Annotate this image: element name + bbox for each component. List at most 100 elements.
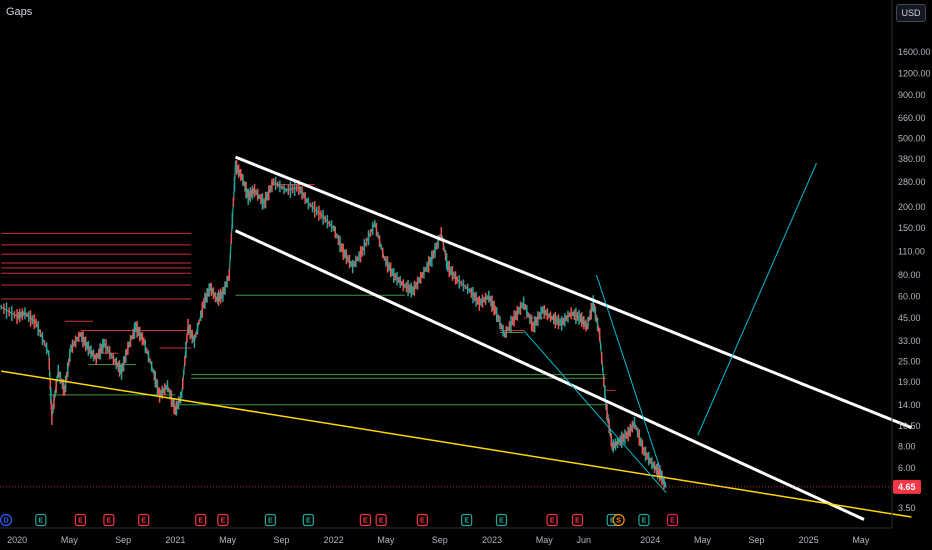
event-shape (375, 513, 387, 527)
event-shape (546, 513, 558, 527)
time-axis[interactable]: 2020 May Sep 2021 May Sep 2022 May Sep 2023 May Jun… (0, 527, 892, 545)
event-marker[interactable]: E (302, 513, 314, 527)
event-label: E (420, 518, 425, 525)
price-tick-label: 150.00 (898, 223, 926, 233)
time-tick-label: May (61, 535, 79, 545)
event-label: E (670, 518, 675, 525)
price-tick-label: 1200.00 (898, 68, 931, 78)
event-label: E (38, 518, 43, 525)
trendline (234, 229, 865, 521)
event-label: E (499, 518, 504, 525)
price-series-layer (0, 159, 667, 490)
event-marker[interactable]: S (612, 513, 625, 527)
event-label: E (268, 518, 273, 525)
price-tick-label: 45.00 (898, 313, 921, 323)
event-marker[interactable]: E (359, 513, 371, 527)
event-marker[interactable]: E (666, 513, 679, 527)
price-tick-label: 200.00 (898, 202, 926, 212)
trendlines-layer (1, 155, 913, 521)
event-marker[interactable]: E (264, 513, 276, 527)
price-tick-label: 280.00 (898, 177, 926, 187)
event-marker[interactable]: E (35, 513, 47, 527)
price-tick-label: 80.00 (898, 270, 921, 280)
price-tick-label: 380.00 (898, 154, 926, 164)
price-tick-label: 10.50 (898, 421, 921, 431)
event-label: E (306, 518, 311, 525)
price-tick-label: 14.00 (898, 400, 921, 410)
last-price-tag-layer: 4.65 (0, 479, 921, 494)
event-label: E (550, 518, 555, 525)
price-tick-label: 33.00 (898, 336, 921, 346)
event-label: E (78, 518, 83, 525)
time-tick-label: Sep (273, 535, 289, 545)
price-axis[interactable]: 1600.00 1200.00 900.00 660.00 500.00 380.00 28… (891, 0, 931, 528)
event-label: E (107, 518, 112, 525)
event-shape (217, 513, 229, 527)
event-marker[interactable]: E (546, 513, 558, 527)
time-tick-label: 2023 (482, 535, 502, 545)
event-shape (35, 513, 47, 527)
price-tick-label: 60.00 (898, 291, 921, 301)
gap-lines-layer (1, 183, 616, 406)
event-label: D (3, 518, 8, 525)
event-shape (195, 513, 207, 527)
event-marker[interactable]: E (138, 513, 150, 527)
event-label: E (198, 518, 203, 525)
event-marker[interactable]: E (416, 513, 428, 527)
time-tick-label: Jun (577, 535, 592, 545)
event-marker[interactable]: E (375, 513, 387, 527)
trendline (234, 155, 913, 430)
price-tick-label: 8.00 (898, 441, 916, 451)
event-label: E (141, 518, 146, 525)
time-tick-label: 2025 (799, 535, 819, 545)
trendline (595, 274, 667, 488)
chart-title: Gaps (6, 6, 33, 18)
price-tick-label: 3.50 (898, 503, 916, 513)
time-tick-label: May (219, 535, 237, 545)
event-marker[interactable]: E (495, 513, 508, 527)
price-series-line (1, 163, 667, 488)
price-tick-label: 19.00 (898, 377, 921, 387)
event-shape (461, 513, 473, 527)
event-marker[interactable]: E (461, 513, 473, 527)
event-label: E (221, 518, 226, 525)
event-shape (495, 513, 508, 527)
trendline (1, 370, 912, 518)
price-tick-label: 6.00 (898, 463, 916, 473)
event-label: E (575, 518, 580, 525)
event-shape (666, 513, 679, 527)
event-marker[interactable]: E (195, 513, 207, 527)
time-tick-label: May (377, 535, 395, 545)
time-tick-label: 2024 (640, 535, 660, 545)
event-label: E (363, 518, 368, 525)
event-marker[interactable]: E (103, 513, 115, 527)
event-label: E (464, 518, 469, 525)
time-tick-label: Sep (432, 535, 448, 545)
event-marker[interactable]: E (638, 513, 650, 527)
event-shape (638, 513, 650, 527)
event-shape (571, 513, 584, 527)
event-shape (264, 513, 276, 527)
last-price-tag (893, 479, 921, 494)
time-tick-label: May (536, 535, 554, 545)
currency-button[interactable]: USD (896, 4, 926, 22)
trendline (523, 330, 667, 494)
trendline (697, 162, 817, 436)
event-marker[interactable]: E (74, 513, 87, 527)
price-tick-label: 110.00 (898, 246, 925, 256)
event-marker[interactable]: D (0, 513, 13, 527)
event-label: E (642, 518, 647, 525)
event-shape (0, 513, 13, 527)
time-tick-label: 2021 (165, 535, 185, 545)
event-marker[interactable]: E (217, 513, 229, 527)
price-tick-label: 25.00 (898, 357, 921, 367)
time-tick-label: Sep (748, 535, 764, 545)
time-tick-label: May (852, 535, 870, 545)
event-shape (103, 513, 115, 527)
price-tick-label: 900.00 (898, 90, 926, 100)
event-marker[interactable]: E (571, 513, 584, 527)
time-tick-label: 2022 (324, 535, 344, 545)
event-label: S (616, 518, 621, 525)
